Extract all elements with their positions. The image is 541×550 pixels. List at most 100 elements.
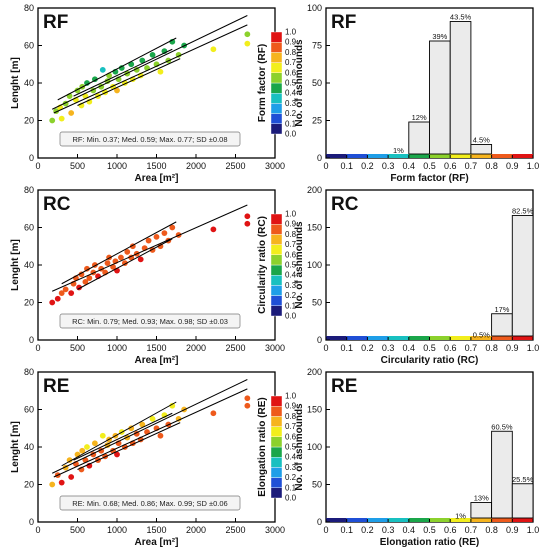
bar-label: 60.5% xyxy=(491,422,513,431)
x-tick-label: 2000 xyxy=(186,161,206,171)
data-point xyxy=(54,295,61,302)
data-point xyxy=(58,290,65,297)
bar-label: 12% xyxy=(412,113,427,122)
data-point xyxy=(149,415,156,422)
x-tick-label: 500 xyxy=(70,525,85,535)
data-point xyxy=(244,395,251,402)
data-point xyxy=(149,51,156,58)
color-strip-segment xyxy=(388,336,409,340)
x-tick-label: 0.2 xyxy=(361,161,374,171)
data-point xyxy=(114,87,120,94)
x-tick-label: 0.7 xyxy=(465,161,478,171)
y-tick-label: 100 xyxy=(307,3,322,13)
color-strip-segment xyxy=(470,336,492,340)
colorbar-tick-label: 0.1 xyxy=(285,301,297,310)
regression-line xyxy=(61,401,177,467)
x-tick-label: 1500 xyxy=(146,343,166,353)
colorbar-tick-label: 0.3 xyxy=(285,281,297,290)
x-tick-label: 1000 xyxy=(107,525,127,535)
y-tick-label: 0 xyxy=(317,335,322,345)
colorbar-segment xyxy=(270,42,283,53)
y-tick-label: 200 xyxy=(307,185,322,195)
colorbar-tick-label: 0.7 xyxy=(285,58,297,67)
x-tick-label: 500 xyxy=(70,161,85,171)
data-point xyxy=(68,474,75,480)
data-point xyxy=(58,115,65,122)
data-point xyxy=(82,278,89,285)
x-axis-label: Area [m²] xyxy=(135,355,179,366)
color-strip-segment xyxy=(429,154,451,158)
data-point xyxy=(210,226,217,233)
x-tick-label: 0 xyxy=(35,343,40,353)
stats-text: RE: Min. 0.68; Med. 0.86; Max. 0.99; SD … xyxy=(72,499,227,508)
regression-line xyxy=(53,24,248,114)
panel-title: RF xyxy=(331,12,356,33)
data-point xyxy=(169,402,176,409)
colorbar-segment xyxy=(270,223,283,235)
colorbar-segment xyxy=(270,62,283,73)
x-tick-label: 0.9 xyxy=(506,525,519,535)
bar-label: 17% xyxy=(494,305,509,314)
data-point xyxy=(157,68,164,75)
x-tick-label: 3000 xyxy=(265,525,285,535)
data-point xyxy=(244,220,251,227)
colorbar-segment xyxy=(270,487,283,499)
bar-label: 1% xyxy=(455,512,466,521)
colorbar-label: Form factor (RF) xyxy=(257,44,268,122)
hist-rf: 1% 12% 39% 43.5% 4.5% 0 25 50 75 100 0 0.1 0.2 0.3 0.4… xyxy=(294,3,539,184)
x-tick-label: 0.2 xyxy=(361,525,374,535)
colorbar-segment xyxy=(270,92,283,104)
color-strip-segment xyxy=(450,336,471,340)
panel-title: RE xyxy=(331,376,357,397)
x-tick-label: 500 xyxy=(70,343,85,353)
colorbar-segment xyxy=(270,264,283,276)
y-tick-label: 60 xyxy=(24,223,34,233)
data-point xyxy=(244,213,251,220)
x-tick-label: 0.6 xyxy=(444,161,457,171)
colorbar-tick-label: 0.0 xyxy=(285,494,297,503)
panel-title: RC xyxy=(43,194,71,215)
data-point xyxy=(99,66,106,73)
colorbar-tick-label: 0.6 xyxy=(285,432,297,441)
y-tick-label: 25 xyxy=(312,116,322,126)
panel-title: RC xyxy=(331,194,359,215)
x-tick-label: 0.5 xyxy=(423,161,436,171)
data-point xyxy=(49,117,56,124)
y-tick-label: 100 xyxy=(307,260,322,270)
x-tick-label: 0.3 xyxy=(382,525,395,535)
y-tick-label: 40 xyxy=(24,78,34,88)
color-strip-segment xyxy=(408,518,430,522)
y-tick-label: 0 xyxy=(29,517,34,527)
data-point xyxy=(244,40,251,47)
bar xyxy=(449,21,472,155)
y-tick-label: 80 xyxy=(24,185,34,195)
x-tick-label: 0 xyxy=(35,161,40,171)
color-strip-segment xyxy=(367,336,389,340)
colorbar-tick-label: 0.2 xyxy=(285,291,297,300)
colorbar-tick-label: 0.1 xyxy=(285,483,297,492)
bar-label: 43.5% xyxy=(450,13,472,22)
color-strip-segment xyxy=(450,518,471,522)
regression-line xyxy=(53,388,248,478)
colorbar-tick-label: 0.6 xyxy=(285,68,297,77)
colorbar-tick-label: 0.7 xyxy=(285,240,297,249)
x-tick-label: 3000 xyxy=(265,343,285,353)
stats-box xyxy=(59,495,241,511)
color-strip-segment xyxy=(491,336,513,340)
colorbar-tick-label: 0.2 xyxy=(285,109,297,118)
regression-line xyxy=(57,37,177,101)
x-tick-label: 0.1 xyxy=(340,525,353,535)
regression-line xyxy=(61,221,177,285)
color-strip-segment xyxy=(512,336,533,340)
x-tick-label: 0.4 xyxy=(403,525,416,535)
data-point xyxy=(114,451,120,458)
x-tick-label: 1000 xyxy=(107,161,127,171)
y-axis-label: Lenght [m] xyxy=(10,57,21,109)
x-tick-label: 0.1 xyxy=(340,161,353,171)
colorbar-tick-label: 0.9 xyxy=(285,402,297,411)
x-tick-label: 0.1 xyxy=(340,343,353,353)
y-tick-label: 40 xyxy=(24,260,34,270)
data-point xyxy=(145,237,152,244)
bar-label: 13% xyxy=(474,494,489,503)
